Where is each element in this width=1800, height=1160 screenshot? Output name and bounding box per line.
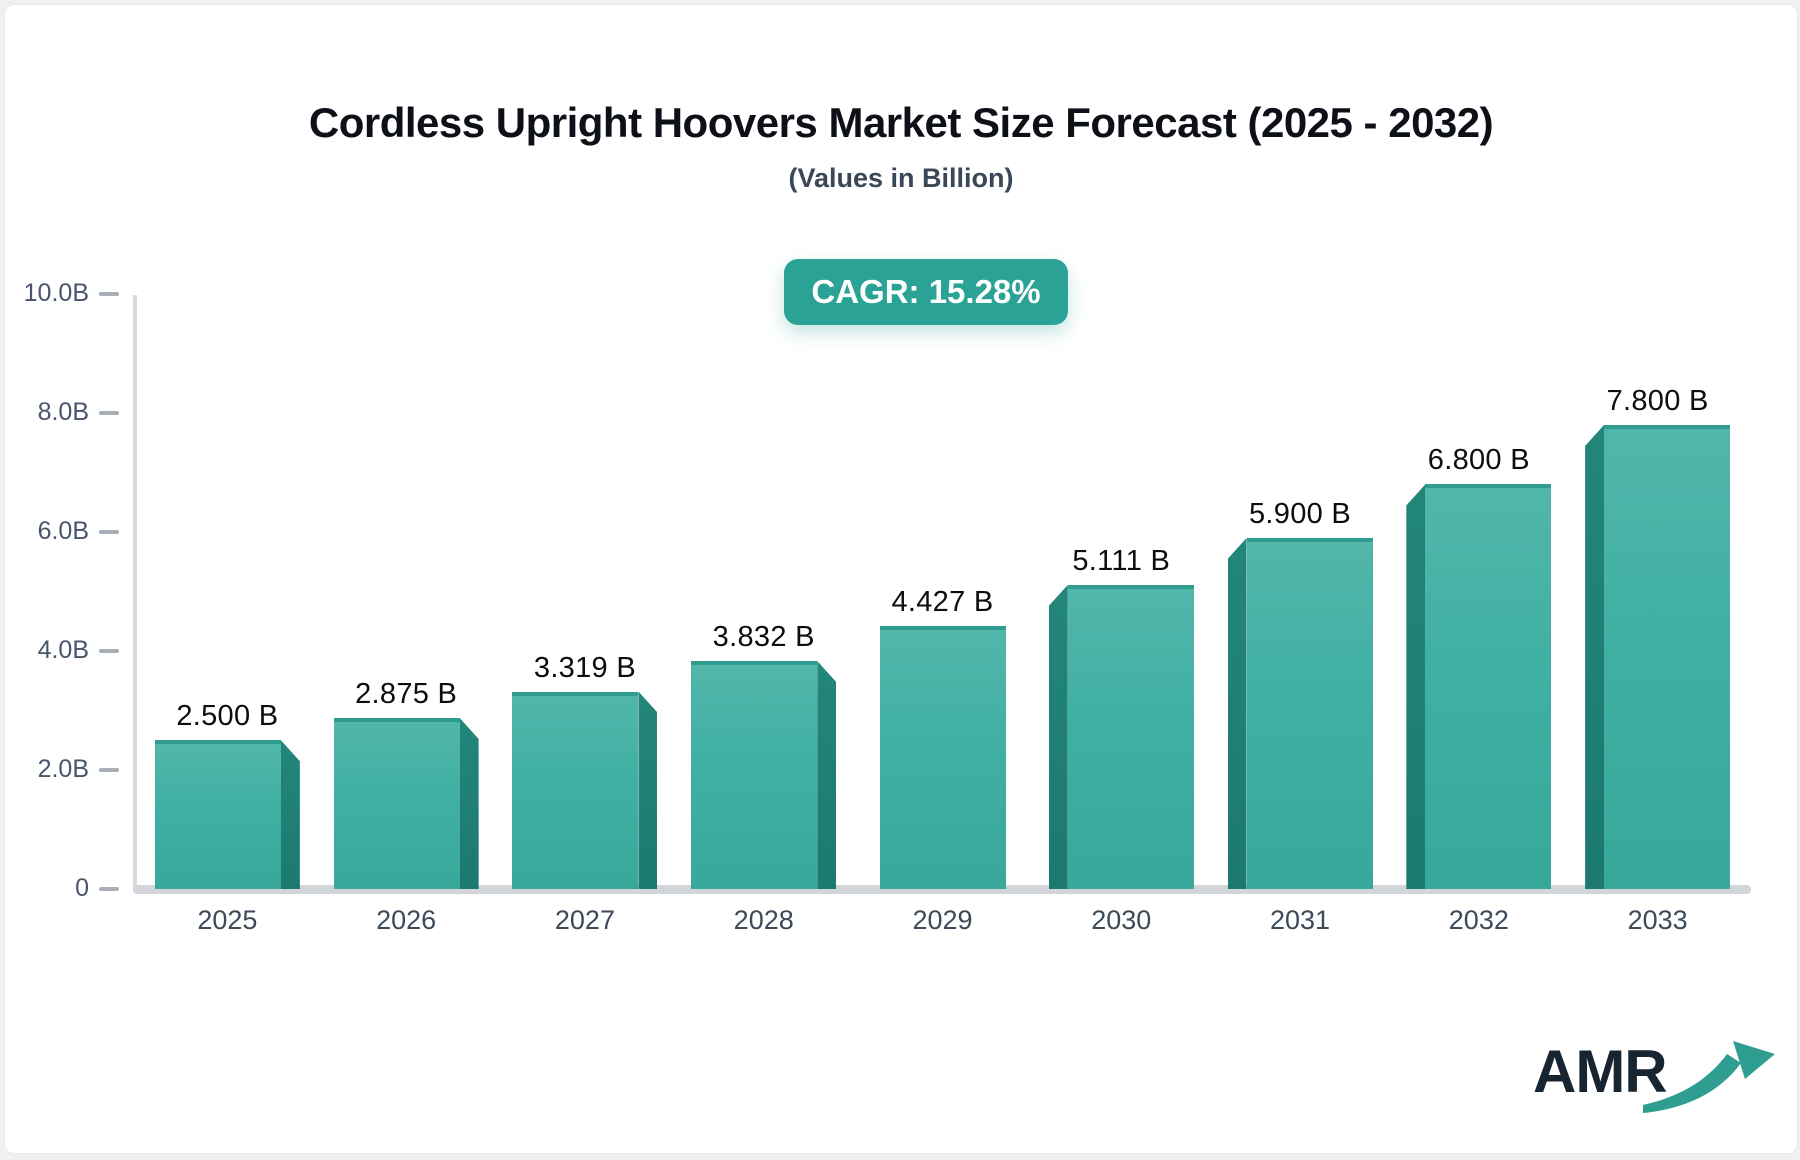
cagr-badge-label: CAGR: 15.28% <box>811 273 1041 310</box>
bar-value-label: 5.900 B <box>1249 497 1352 530</box>
x-axis-baseline <box>133 885 1751 894</box>
amr-logo: AMR <box>1533 1033 1793 1125</box>
bar-2031 <box>1246 537 1373 889</box>
x-axis-label: 2025 <box>197 905 258 935</box>
x-axis-label: 2031 <box>1270 905 1331 935</box>
chart-subtitle: (Values in Billion) <box>788 163 1014 193</box>
bar-side-facet <box>459 717 479 889</box>
y-tick-mark <box>99 887 119 891</box>
bar-2028 <box>691 660 818 889</box>
y-tick-label: 0 <box>75 874 89 902</box>
chart-card: Cordless Upright Hoovers Market Size For… <box>4 4 1798 1154</box>
bar-value-label: 3.832 B <box>712 620 815 653</box>
y-tick-mark <box>99 411 119 415</box>
bar-2026 <box>333 717 460 889</box>
x-axis-label: 2033 <box>1627 905 1688 935</box>
bar-value-label: 2.875 B <box>355 677 458 710</box>
bar-value-label: 4.427 B <box>891 585 994 618</box>
trend-up-arrow-icon <box>1643 1041 1775 1113</box>
x-axis-label: 2032 <box>1448 905 1509 935</box>
bar-side-facet <box>817 660 837 889</box>
bar-2030 <box>1067 584 1194 889</box>
chart-title: Cordless Upright Hoovers Market Size For… <box>308 99 1494 146</box>
y-tick-label: 8.0B <box>37 398 89 426</box>
y-tick-label: 10.0B <box>23 279 89 307</box>
y-axis-line <box>133 295 137 889</box>
bar-value-label: 7.800 B <box>1606 384 1709 417</box>
x-axis-label: 2029 <box>912 905 973 935</box>
bar-value-label: 6.800 B <box>1427 444 1530 477</box>
amr-logo-text: AMR <box>1533 1038 1668 1105</box>
bar-side-facet <box>1048 584 1068 889</box>
y-tick-label: 4.0B <box>37 636 89 664</box>
bar-2025 <box>154 740 281 889</box>
bar-2033 <box>1604 424 1731 889</box>
y-tick-mark <box>99 768 119 772</box>
bar-2027 <box>512 691 639 889</box>
y-tick-label: 6.0B <box>37 517 89 545</box>
x-axis-label: 2027 <box>554 905 615 935</box>
x-axis-label: 2026 <box>376 905 437 935</box>
cagr-badge: CAGR: 15.28% <box>784 259 1068 325</box>
y-tick-mark <box>99 649 119 653</box>
y-tick-mark <box>99 292 119 296</box>
x-axis-label: 2030 <box>1091 905 1152 935</box>
y-tick-label: 2.0B <box>37 755 89 783</box>
bar-value-label: 2.500 B <box>176 700 279 733</box>
bar-value-label: 5.111 B <box>1072 544 1171 577</box>
bar-side-facet <box>280 740 300 889</box>
y-tick-mark <box>99 530 119 534</box>
bar-side-facet <box>638 691 658 889</box>
bar-side-facet <box>1585 424 1605 889</box>
bar-value-label: 3.319 B <box>533 651 636 684</box>
bar-2032 <box>1425 484 1552 889</box>
x-axis-label: 2028 <box>733 905 794 935</box>
bar-side-facet <box>1227 537 1247 889</box>
bar-2029 <box>879 625 1006 889</box>
bar-side-facet <box>1406 484 1426 889</box>
